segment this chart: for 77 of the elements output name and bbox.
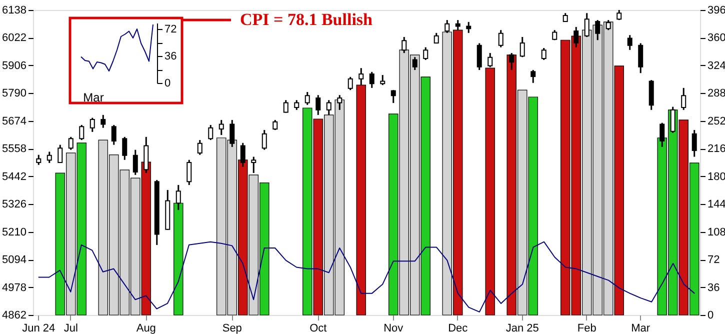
y-tick-label: 5674 (2, 115, 26, 128)
y-tick-label: 5558 (2, 143, 26, 156)
candlestick (466, 21, 472, 34)
candlestick (46, 150, 52, 164)
y-tick-label: 0 (164, 78, 171, 90)
candlestick (90, 117, 95, 133)
chart-title: CPI = 78.1 Bullish (240, 10, 374, 29)
candlestick (208, 124, 214, 141)
x-tick-label: Mar (83, 90, 104, 104)
candlestick (530, 69, 536, 84)
line-series (80, 24, 154, 72)
candlestick (476, 42, 482, 71)
x-tick-label: Oct (310, 322, 327, 334)
candlestick (541, 47, 546, 61)
candlestick (262, 129, 267, 151)
candlestick (648, 79, 654, 111)
line-series (38, 241, 696, 312)
candlestick (304, 91, 310, 106)
y-tick-label: 6138 (2, 4, 26, 16)
y-tick-label: 36 (164, 50, 177, 62)
y2-tick-label: 180 (708, 170, 725, 183)
y2-tick-label: 72 (708, 254, 720, 266)
candlestick (68, 136, 74, 151)
y-tick-label: 4978 (2, 282, 26, 294)
candlestick (316, 94, 321, 116)
x-tick-label: Feb (577, 322, 596, 334)
y-tick-label: 5906 (2, 60, 26, 72)
candlestick (380, 74, 386, 86)
y-tick-label: 5442 (2, 170, 26, 183)
candlestick (197, 139, 202, 156)
candlestick (79, 124, 84, 141)
candlestick (390, 89, 396, 104)
y-tick-label: 5210 (2, 226, 26, 238)
y2-tick-label: 288 (708, 88, 725, 100)
x-tick-label: Aug (136, 322, 156, 334)
candlestick (520, 36, 525, 58)
candlestick (58, 144, 63, 164)
candlestick (272, 119, 278, 131)
y2-tick-label: 0 (708, 310, 714, 322)
candlestick (122, 136, 128, 161)
candlestick (348, 76, 353, 91)
candlestick (692, 129, 697, 158)
candlestick (111, 124, 116, 146)
y-tick-label: 4862 (2, 310, 26, 322)
candlestick (638, 42, 644, 74)
x-tick-label: Mar (631, 322, 650, 334)
y2-tick-label: 252 (708, 115, 725, 128)
candlestick (218, 119, 224, 136)
candlestick (369, 71, 374, 89)
x-tick-label: Jul (64, 322, 78, 334)
x-tick-label: Jun 24 (22, 322, 56, 334)
candlestick (423, 46, 428, 61)
candlestick (294, 99, 300, 111)
y-tick-label: 5790 (2, 88, 26, 100)
y-tick-label: 6022 (2, 32, 26, 44)
y-tick-label: 72 (164, 24, 177, 36)
candlestick (627, 34, 632, 51)
candlestick (36, 154, 42, 166)
y-tick-label: 5326 (2, 198, 26, 211)
candlestick (283, 99, 288, 114)
y-tick-label: 5094 (2, 254, 26, 266)
candlestick (132, 149, 138, 176)
candlestick (186, 159, 192, 186)
candlestick (616, 9, 622, 21)
y2-tick-label: 396 (708, 4, 725, 16)
x-tick-label: Jan 25 (506, 322, 539, 334)
candlestick (434, 32, 439, 44)
candlestick (498, 29, 504, 48)
candlestick (100, 114, 106, 129)
x-tick-label: Nov (384, 322, 404, 334)
x-tick-label: Sep (222, 322, 242, 334)
candlestick (681, 87, 686, 111)
y2-tick-label: 36 (708, 282, 720, 294)
y2-tick-label: 360 (708, 32, 725, 44)
y2-tick-label: 216 (708, 143, 725, 156)
y2-tick-label: 108 (708, 226, 725, 238)
x-tick-label: Dec (448, 322, 468, 334)
